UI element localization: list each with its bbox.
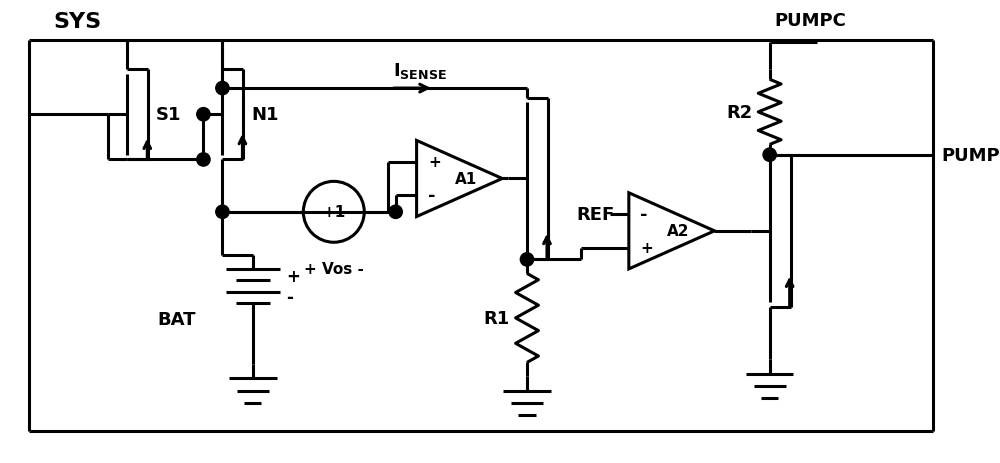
Text: +: +	[640, 241, 653, 256]
Circle shape	[197, 153, 210, 167]
Circle shape	[197, 108, 210, 122]
Circle shape	[389, 206, 402, 219]
Text: A1: A1	[455, 172, 477, 187]
Text: R1: R1	[484, 309, 510, 327]
Circle shape	[763, 149, 776, 162]
Circle shape	[520, 253, 534, 267]
Text: SYS: SYS	[53, 12, 101, 32]
Text: BAT: BAT	[157, 310, 196, 328]
Text: +1: +1	[322, 205, 345, 220]
Text: R2: R2	[726, 104, 753, 122]
Text: + Vos -: + Vos -	[304, 262, 364, 277]
Circle shape	[216, 206, 229, 219]
Text: PUMPC: PUMPC	[774, 12, 846, 30]
Text: N1: N1	[251, 106, 278, 124]
Circle shape	[216, 82, 229, 95]
Text: +: +	[428, 155, 441, 170]
Text: $\mathbf{I_{SENSE}}$: $\mathbf{I_{SENSE}}$	[393, 61, 446, 81]
Text: PUMP: PUMP	[941, 146, 1000, 164]
Text: +: +	[286, 267, 300, 285]
Text: REF: REF	[576, 206, 615, 224]
Text: S1: S1	[156, 106, 181, 124]
Text: -: -	[640, 206, 648, 224]
Text: A2: A2	[667, 224, 689, 239]
Text: -: -	[428, 187, 436, 205]
Text: -: -	[286, 289, 293, 307]
